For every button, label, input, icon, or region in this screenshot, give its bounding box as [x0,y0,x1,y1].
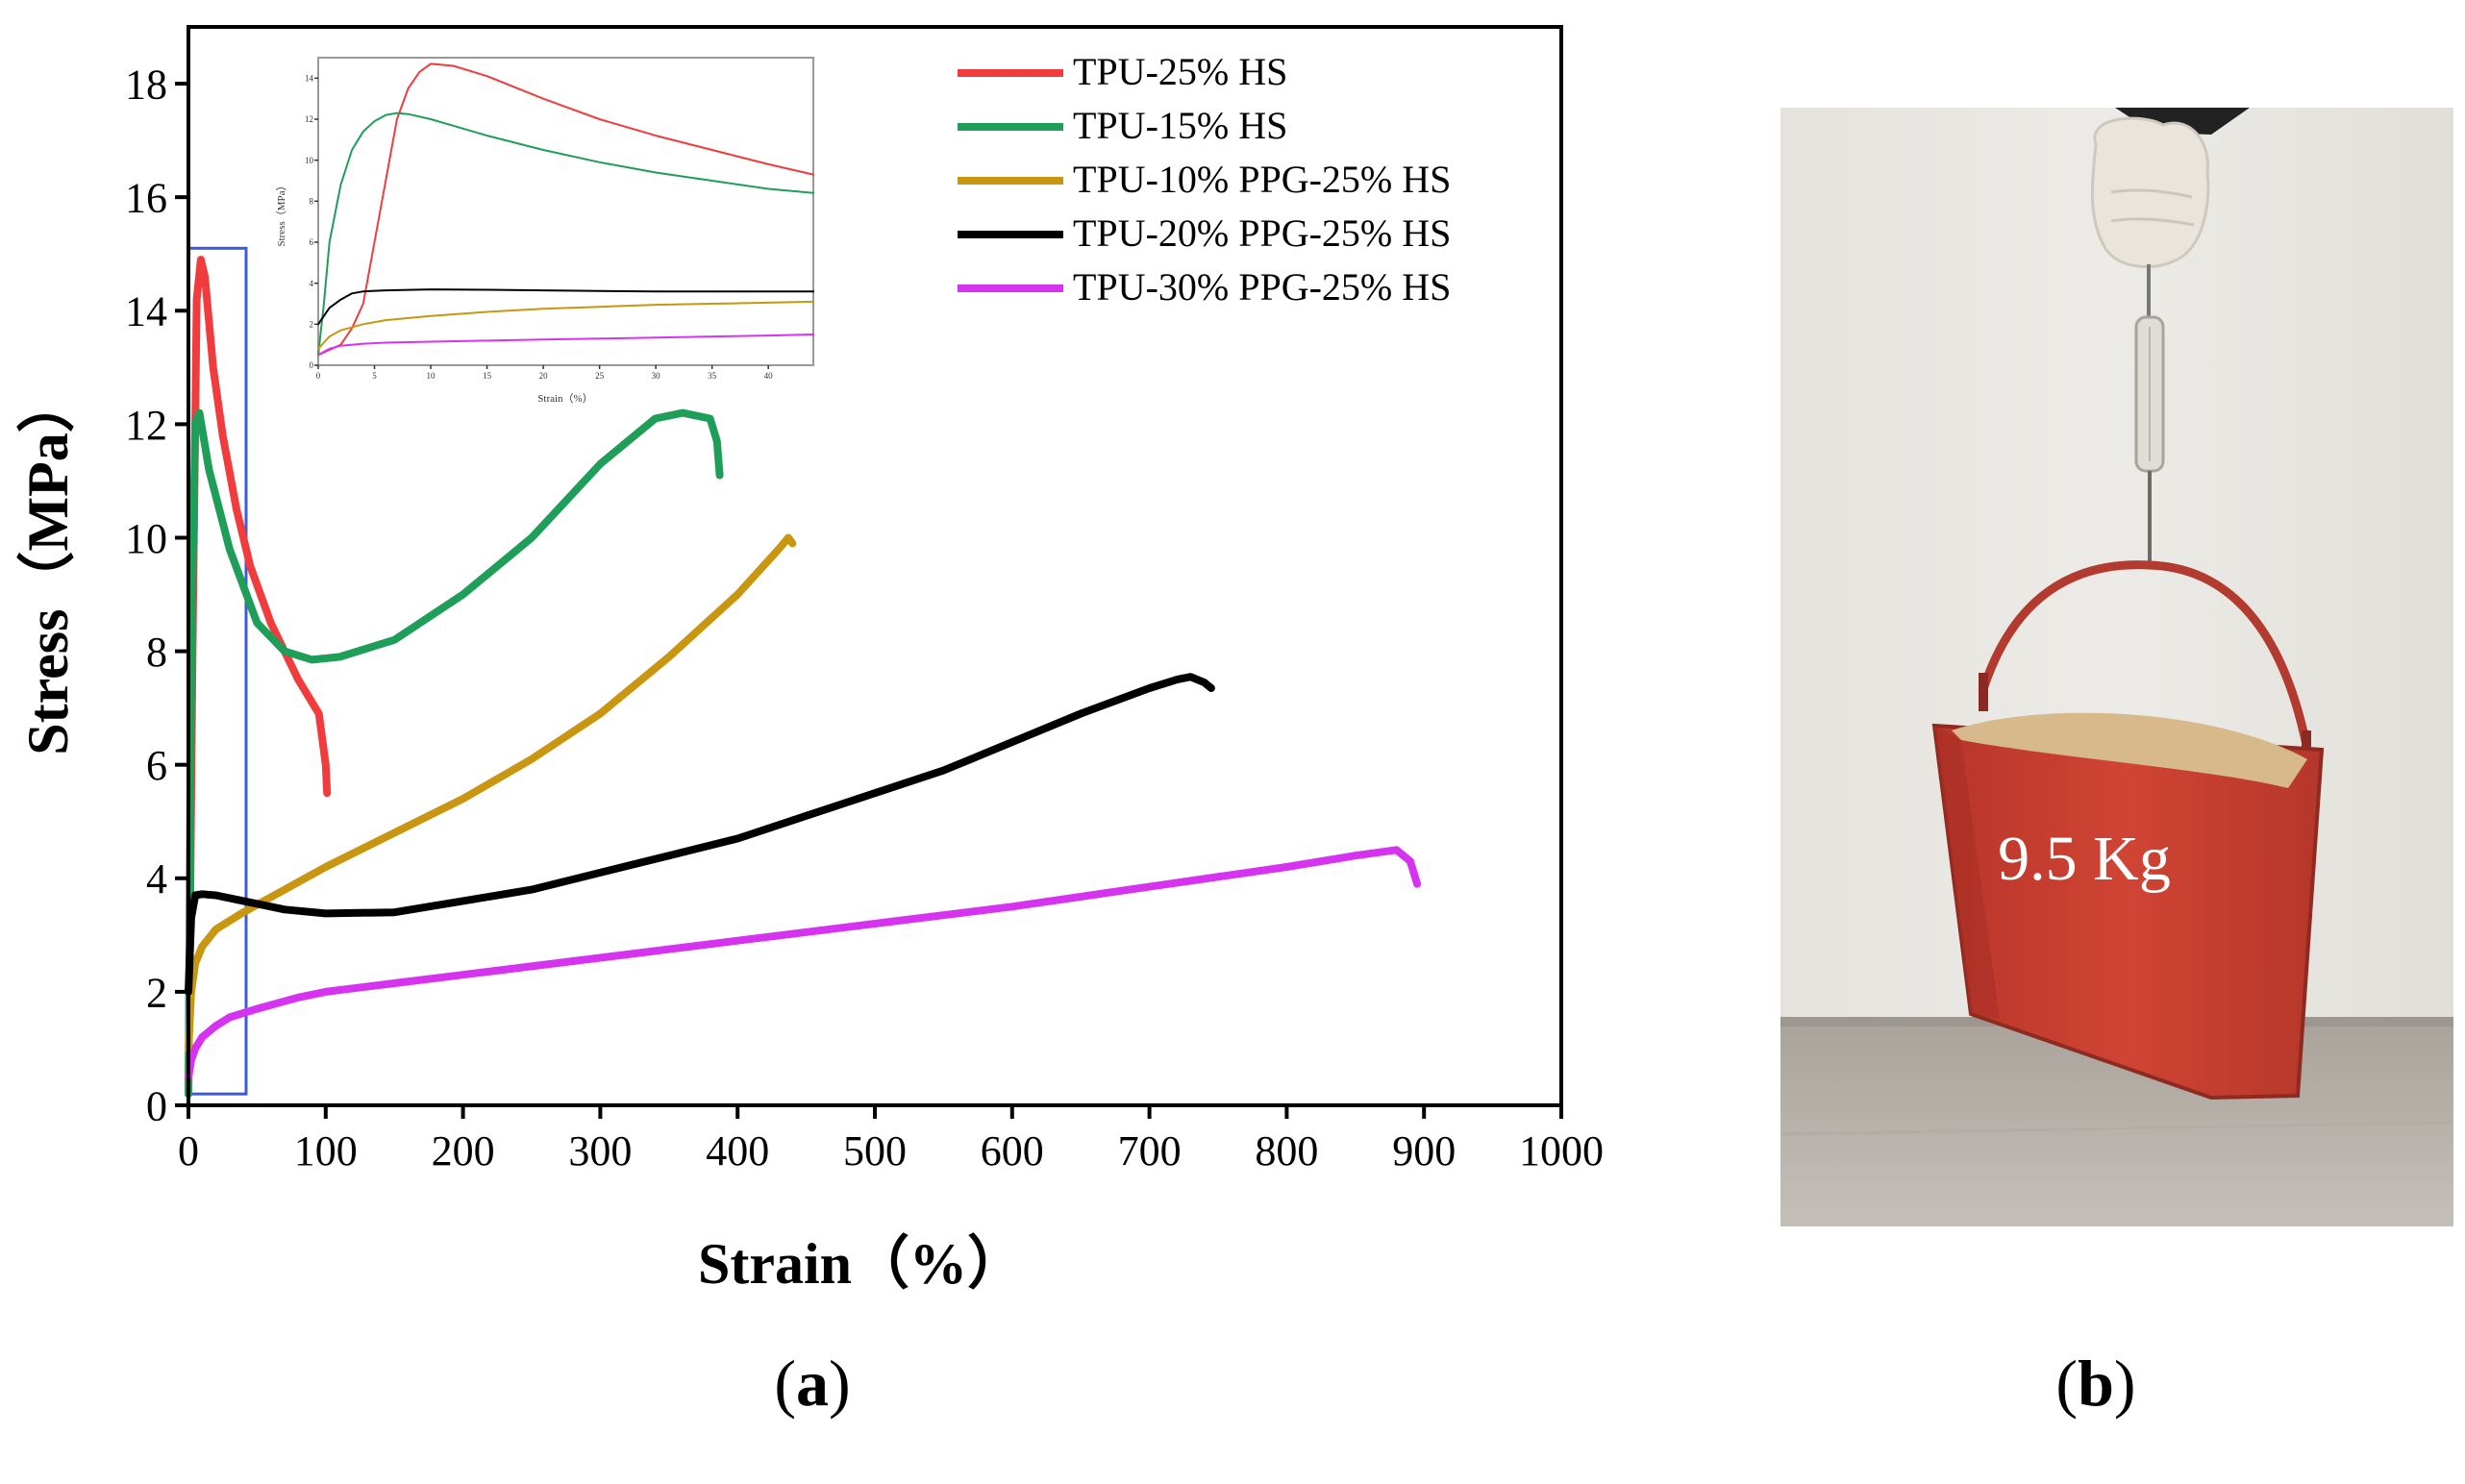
inset-x-tick-label: 35 [708,371,717,381]
inset-series-line-2 [317,111,814,357]
x-tick-label: 100 [294,1127,358,1175]
legend-label-1: TPU-25% HS [1073,50,1287,93]
inset-frame [317,57,814,366]
series-line-2 [185,408,724,1099]
x-tick-label: 0 [178,1127,199,1175]
y-tick-label: 2 [146,969,167,1016]
inset-y-tick-label: 10 [305,156,314,165]
legend-label-5: TPU-30% PPG-25% HS [1073,265,1451,309]
y-tick-label: 8 [146,629,167,676]
x-tick-label: 600 [981,1127,1044,1175]
inset-x-tick-label: 5 [372,371,377,381]
inset-x-tick-label: 40 [764,371,774,381]
bucket-hanging-photo: 9.5 Kg [1780,108,2453,1226]
inset-series-line-1 [317,62,814,357]
legend: TPU-25% HS TPU-15% HS TPU-10% PPG-25% HS TP… [958,50,1451,309]
legend-label-4: TPU-20% PPG-25% HS [1073,211,1451,255]
legend-label-2: TPU-15% HS [1073,104,1287,147]
panel-label-b-letter: b [2078,1347,2114,1420]
inset-x-tick-label: 10 [427,371,436,381]
y-tick-label: 18 [125,61,167,108]
y-tick-label: 0 [146,1082,167,1129]
y-tick-label: 10 [125,515,167,562]
inset-y-tick-label: 0 [310,360,314,370]
panel-label-a-letter: a [796,1347,829,1420]
panel-label-b: (b) [2055,1347,2135,1420]
y-tick-label: 4 [146,855,167,903]
inset-x-tick-label: 30 [652,371,661,381]
x-tick-label: 200 [432,1127,495,1175]
x-tick-label: 800 [1255,1127,1318,1175]
x-axis-label: Strain（%） [698,1231,1025,1296]
bucket-contents [1952,712,2307,788]
x-tick-label: 900 [1392,1127,1456,1175]
inset-x-tick-label: 15 [483,371,492,381]
series-line-5 [185,846,1422,1081]
inset-x-axis-label: Strain（%） [537,392,592,405]
x-tick-label: 700 [1118,1127,1182,1175]
legend-label-3: TPU-10% PPG-25% HS [1073,158,1451,201]
inset-y-tick-label: 12 [305,114,313,124]
inset-x-tick-label: 20 [539,371,549,381]
x-tick-label: 300 [568,1127,632,1175]
y-axis-label: Stress（MPa） [15,375,80,755]
x-tick-label: 500 [843,1127,907,1175]
inset-x-tick-label: 25 [595,371,605,381]
inset-y-tick-label: 14 [305,73,314,83]
x-tick-label: 1000 [1519,1127,1604,1175]
panel-label-a: (a) [774,1347,850,1420]
gloved-hand [2090,116,2210,269]
inset-series-line-4 [317,288,814,326]
x-tick-label: 400 [706,1127,769,1175]
bucket-handle [1978,560,2312,751]
y-tick-label: 6 [146,742,167,789]
series-line-3 [185,533,797,1052]
inset-y-tick-label: 2 [310,319,314,329]
inset-y-tick-label: 8 [310,196,314,206]
inset-series-line-5 [317,334,814,357]
y-tick-label: 16 [125,175,167,222]
inset-x-tick-label: 0 [316,371,321,381]
y-tick-label: 12 [125,402,167,449]
axis-ticks: 0 100 200 300 400 500 600 700 800 900 100002468101… [125,61,1604,1175]
series-line-4 [185,673,1215,996]
y-tick-label: 14 [125,288,167,335]
inset-series-line-3 [317,300,814,350]
inset-y-axis-label: Stress（MPa） [275,180,287,246]
series-lines [185,256,1422,1099]
weight-annotation: 9.5 Kg [1998,824,2171,894]
stress-strain-chart: 0 100 200 300 400 500 600 700 800 900 100002468101… [15,25,1604,1296]
inset-y-tick-label: 4 [310,279,314,288]
inset-y-tick-label: 6 [310,237,314,247]
series-line-1 [185,256,332,1099]
